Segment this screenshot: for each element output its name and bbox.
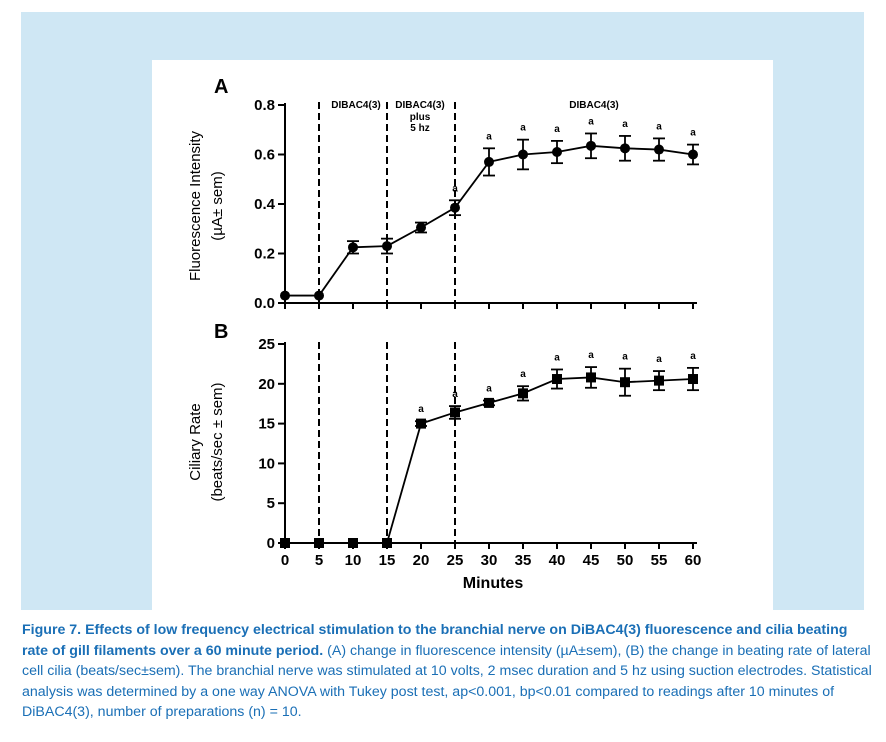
panel-b-significance-label: a	[588, 350, 594, 361]
figure-panel: A B Fluorescence Intensity (µA± sem) Cil…	[21, 12, 864, 612]
annotation-plus: plus	[410, 112, 431, 123]
panel-b-data-point	[552, 374, 562, 385]
panel-a-data-point	[280, 290, 290, 301]
panel-b-significance-label: a	[656, 354, 662, 365]
panel-b-data-point	[688, 374, 698, 385]
panel-b-y-tick-label: 25	[258, 336, 275, 353]
x-tick-label: 40	[549, 552, 566, 569]
panel-b-data-point	[280, 538, 290, 548]
panel-b-significance-label: a	[486, 384, 492, 395]
panel-a-significance-label: a	[520, 123, 526, 134]
panel-b-data-point	[484, 397, 494, 408]
panel-b-significance-label: a	[452, 389, 458, 400]
panel-b-data-point	[450, 407, 460, 418]
panel-b-significance-label: a	[520, 369, 526, 380]
panel-a-ylabel-line2: (µA± sem)	[209, 171, 226, 240]
x-tick-label: 15	[379, 552, 396, 569]
panel-b-data-point	[654, 375, 664, 386]
panel-b-significance-label: a	[418, 404, 424, 415]
panel-a-data-point	[484, 156, 494, 167]
panel-b-significance-label: a	[554, 352, 560, 363]
panel-a-y-tick-label: 0.2	[254, 246, 275, 263]
panel-b-data-point	[518, 388, 528, 399]
panel-a-significance-label: a	[452, 183, 458, 194]
x-tick-label: 60	[685, 552, 702, 569]
panel-a-significance-label: a	[622, 119, 628, 130]
x-tick-label: 35	[515, 552, 532, 569]
x-tick-label: 20	[413, 552, 430, 569]
panel-a-significance-label: a	[554, 124, 560, 135]
panel-a-ylabel-line1: Fluorescence Intensity	[187, 130, 204, 281]
figure-caption: Figure 7. Effects of low frequency elect…	[22, 620, 872, 723]
panel-a-data-point	[382, 241, 392, 252]
panel-a-significance-label: a	[588, 116, 594, 127]
panel-a-data-point	[348, 242, 358, 253]
panel-a-y-tick-label: 0.6	[254, 147, 275, 164]
panel-b-data-point	[416, 418, 426, 429]
panel-b-y-tick-label: 0	[267, 535, 275, 552]
panel-a-data-point	[552, 147, 562, 158]
panel-b-y-tick-label: 10	[258, 455, 275, 472]
panel-b-data-point	[348, 538, 358, 548]
panel-b-ylabel-line1: Ciliary Rate	[187, 403, 204, 481]
x-tick-label: 25	[447, 552, 464, 569]
panel-a-data-point	[586, 140, 596, 151]
panel-a-significance-label: a	[486, 131, 492, 142]
x-tick-label: 5	[315, 552, 323, 569]
panel-b-letter: B	[214, 321, 228, 343]
panel-a-data-point	[620, 143, 630, 154]
panel-a-data-point	[654, 144, 664, 155]
annotation-5hz: 5 hz	[410, 123, 429, 134]
panel-a-data-point	[314, 290, 324, 301]
x-tick-label: 30	[481, 552, 498, 569]
caption-title: Figure 7. Effects of low frequency elect…	[22, 622, 848, 659]
x-axis-title: Minutes	[463, 575, 524, 592]
annotation-dibac-3: DIBAC4(3)	[569, 100, 618, 111]
x-tick-label: 10	[345, 552, 362, 569]
panel-a-significance-label: a	[690, 128, 696, 139]
panel-a-y-tick-label: 0.8	[254, 97, 275, 114]
panel-b-significance-label: a	[622, 352, 628, 363]
panel-b-significance-label: a	[690, 351, 696, 362]
panel-a-y-tick-label: 0.4	[254, 196, 276, 213]
panel-b-data-point	[382, 538, 392, 548]
plot-card: A B Fluorescence Intensity (µA± sem) Cil…	[152, 60, 773, 612]
panel-b-y-tick-label: 20	[258, 376, 275, 393]
panel-b-data-point	[620, 377, 630, 388]
panel-b-y-tick-label: 15	[258, 416, 275, 433]
panel-a-data-point	[416, 222, 426, 233]
panel-a-significance-label: a	[656, 121, 662, 132]
annotation-dibac-1: DIBAC4(3)	[331, 100, 380, 111]
panel-b-y-tick-label: 5	[267, 495, 275, 512]
panel-b-data-point	[314, 538, 324, 548]
panel-b-data-point	[586, 372, 596, 383]
x-tick-label: 50	[617, 552, 634, 569]
figure-chart: A B Fluorescence Intensity (µA± sem) Cil…	[187, 76, 702, 592]
caption-text: (A) change in fluorescence intensity (µA…	[22, 642, 872, 721]
x-tick-label: 0	[281, 552, 289, 569]
panel-a-y-tick-label: 0.0	[254, 295, 275, 312]
panel-a-letter: A	[214, 76, 228, 98]
annotation-dibac-2: DIBAC4(3)	[395, 100, 444, 111]
panel-a-data-point	[450, 202, 460, 213]
panel-a-data-point	[688, 149, 698, 160]
x-tick-label: 55	[651, 552, 668, 569]
panel-b-ylabel-line2: (beats/sec ± sem)	[209, 382, 226, 501]
x-tick-label: 45	[583, 552, 600, 569]
panel-a-data-point	[518, 149, 528, 160]
